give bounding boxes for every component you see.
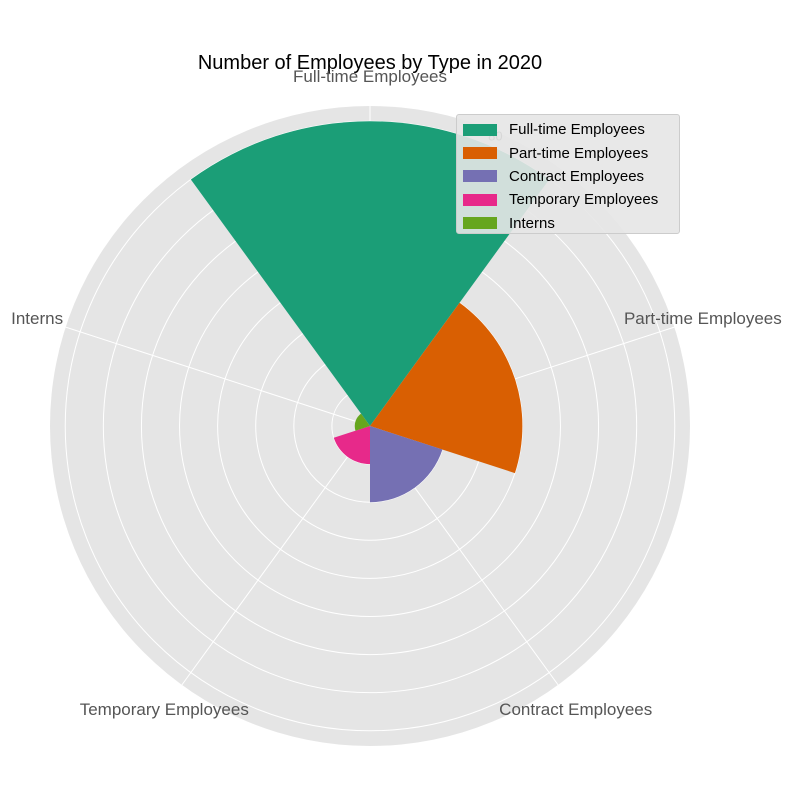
legend: Full-time Employees Part-time Employees … bbox=[456, 114, 680, 234]
legend-item-part-time: Part-time Employees bbox=[463, 141, 679, 164]
category-label: Temporary Employees bbox=[80, 700, 249, 719]
legend-label: Part-time Employees bbox=[509, 144, 649, 162]
legend-item-interns: Interns bbox=[463, 212, 679, 235]
legend-label: Contract Employees bbox=[509, 167, 645, 185]
legend-swatch bbox=[463, 147, 497, 160]
chart-title: Number of Employees by Type in 2020 bbox=[198, 52, 542, 74]
legend-swatch bbox=[463, 217, 497, 230]
legend-swatch bbox=[463, 193, 497, 206]
legend-label: Interns bbox=[509, 214, 555, 232]
category-label: Interns bbox=[11, 309, 63, 328]
category-label: Full-time Employees bbox=[293, 67, 447, 86]
legend-swatch bbox=[463, 170, 497, 183]
bar-temporary-employees bbox=[333, 426, 370, 465]
legend-label: Full-time Employees bbox=[509, 121, 645, 139]
bar-interns bbox=[354, 413, 370, 431]
legend-item-temporary: Temporary Employees bbox=[463, 188, 679, 211]
bar-part-time-employees bbox=[370, 302, 523, 474]
legend-item-contract: Contract Employees bbox=[463, 165, 679, 188]
category-label: Part-time Employees bbox=[624, 309, 782, 328]
category-label: Contract Employees bbox=[499, 700, 652, 719]
legend-label: Temporary Employees bbox=[509, 191, 659, 209]
legend-swatch bbox=[463, 123, 497, 136]
legend-item-full-time: Full-time Employees bbox=[463, 118, 679, 141]
bar-contract-employees bbox=[370, 426, 443, 503]
